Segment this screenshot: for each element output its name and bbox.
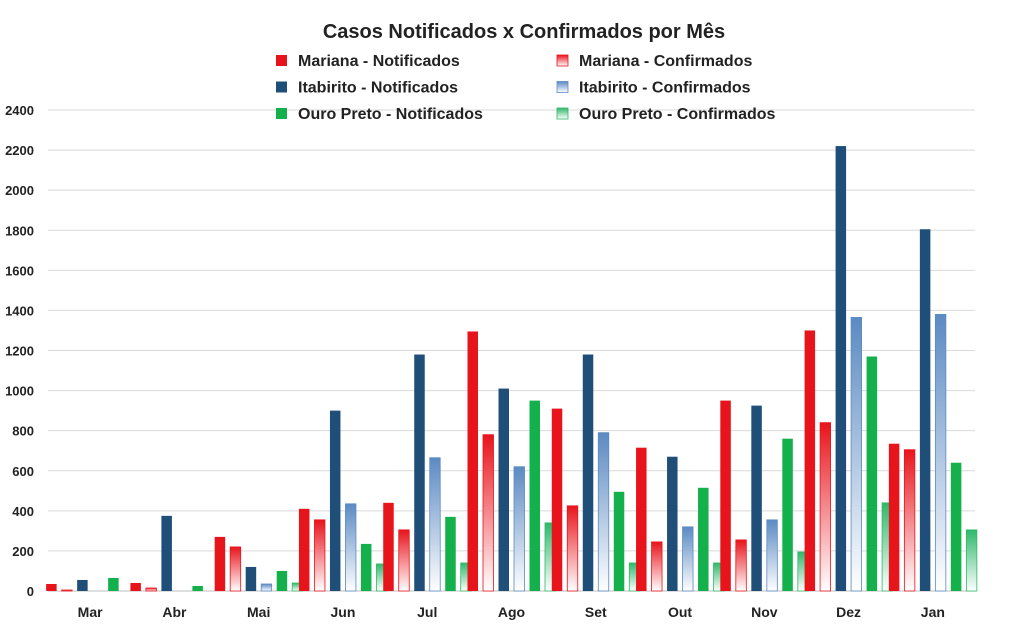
bar-nov-3 <box>766 519 778 592</box>
y-tick-label: 200 <box>12 544 34 559</box>
y-tick-label: 0 <box>27 584 34 599</box>
y-tick-label: 1400 <box>5 303 34 318</box>
y-axis: 0 200 400 600 800 1000 1200 1400 1600 1800 2000 220… <box>5 103 34 599</box>
legend-entry: Itabirito - Confirmados <box>579 80 751 97</box>
bar-dez-3 <box>850 317 862 592</box>
bar-nov-2 <box>751 405 762 591</box>
bar-mar-4 <box>108 577 119 591</box>
bar-jun-3 <box>345 503 357 592</box>
bar-jan-5 <box>965 529 978 592</box>
bar-abr-4 <box>192 585 203 591</box>
x-tick-label: Nov <box>751 604 778 620</box>
legend: Mariana - Notificados Mariana - Confirmad… <box>276 53 776 123</box>
y-tick-label: 600 <box>12 464 34 479</box>
x-tick-label: Mar <box>78 604 103 620</box>
y-tick-label: 2000 <box>5 183 34 198</box>
bar-jul-2 <box>414 354 425 591</box>
x-tick-label: Dez <box>836 604 861 620</box>
bar-mai-2 <box>245 566 257 591</box>
x-axis: Mar Abr Mai Jun Jul Ago Set Out Nov Dez Jan <box>78 604 945 620</box>
legend-entry: Ouro Preto - Notificados <box>298 106 483 123</box>
bar-jul-3 <box>429 457 441 592</box>
bar-set-2 <box>582 354 594 591</box>
bar-abr-2 <box>161 515 172 591</box>
bar-ago-1 <box>482 434 494 592</box>
bar-ago-2 <box>498 388 509 591</box>
legend-swatch <box>556 107 569 120</box>
bar-jul-1 <box>398 529 410 592</box>
bar-mar-2 <box>77 579 88 591</box>
y-tick-label: 800 <box>12 424 34 439</box>
legend-entry: Mariana - Confirmados <box>579 53 752 70</box>
bar-out-4 <box>698 487 709 591</box>
bar-jun-4 <box>360 543 372 591</box>
bar-jan-0 <box>888 443 900 591</box>
bar-jan-4 <box>950 462 962 591</box>
bar-mar-1 <box>61 589 73 592</box>
bar-mai-1 <box>229 546 242 592</box>
bar-ago-4 <box>529 400 540 591</box>
bar-nov-4 <box>782 438 793 591</box>
bar-out-0 <box>636 447 647 591</box>
bar-jun-0 <box>298 508 310 591</box>
bar-abr-0 <box>130 582 141 591</box>
bar-nov-0 <box>720 400 731 591</box>
x-tick-label: Jun <box>331 604 356 620</box>
bar-ago-3 <box>513 466 525 592</box>
legend-swatch <box>556 54 569 67</box>
legend-swatch <box>556 81 569 93</box>
legend-swatch <box>276 55 287 66</box>
bar-ago-0 <box>467 331 478 591</box>
y-tick-label: 1200 <box>5 344 34 359</box>
bar-dez-0 <box>804 330 816 591</box>
bars <box>46 146 978 592</box>
bar-set-0 <box>551 408 563 591</box>
bar-dez-2 <box>835 146 847 591</box>
bar-nov-1 <box>735 539 747 592</box>
bar-dez-4 <box>866 356 878 591</box>
y-tick-label: 1000 <box>5 384 34 399</box>
y-tick-label: 400 <box>12 504 34 519</box>
bar-set-1 <box>566 505 579 592</box>
y-tick-label: 2400 <box>5 103 34 118</box>
legend-swatch <box>276 108 287 119</box>
grid <box>48 109 975 592</box>
bar-jan-1 <box>903 449 916 592</box>
bar-set-4 <box>613 491 625 591</box>
bar-jul-0 <box>383 502 394 591</box>
legend-entry: Mariana - Notificados <box>298 53 460 70</box>
legend-swatch <box>276 81 287 93</box>
x-tick-label: Jan <box>921 604 945 620</box>
x-tick-label: Abr <box>162 604 187 620</box>
bar-mar-0 <box>46 583 57 591</box>
bar-jan-2 <box>919 229 931 591</box>
bar-out-2 <box>667 456 678 591</box>
bar-jan-3 <box>934 314 947 592</box>
bar-abr-1 <box>145 587 157 592</box>
bar-jul-4 <box>445 516 456 591</box>
bar-out-1 <box>651 541 663 592</box>
y-tick-label: 1800 <box>5 223 34 238</box>
bar-dez-1 <box>819 422 831 592</box>
chart-title: Casos Notificados x Confirmados por Mês <box>323 21 725 43</box>
legend-entry: Ouro Preto - Confirmados <box>579 106 776 123</box>
x-tick-label: Jul <box>417 604 437 620</box>
y-tick-label: 2200 <box>5 143 34 158</box>
x-tick-label: Ago <box>498 604 525 620</box>
bar-mai-0 <box>214 536 226 591</box>
bar-mai-3 <box>260 583 273 592</box>
y-tick-label: 1600 <box>5 263 34 278</box>
bar-set-3 <box>597 432 610 592</box>
legend-entry: Itabirito - Notificados <box>298 80 458 97</box>
x-tick-label: Mai <box>247 604 270 620</box>
bar-mai-4 <box>276 570 288 591</box>
x-tick-label: Out <box>668 604 692 620</box>
bar-out-3 <box>682 526 694 592</box>
x-tick-label: Set <box>585 604 607 620</box>
bar-jun-1 <box>314 519 326 592</box>
bar-jun-2 <box>329 410 341 591</box>
